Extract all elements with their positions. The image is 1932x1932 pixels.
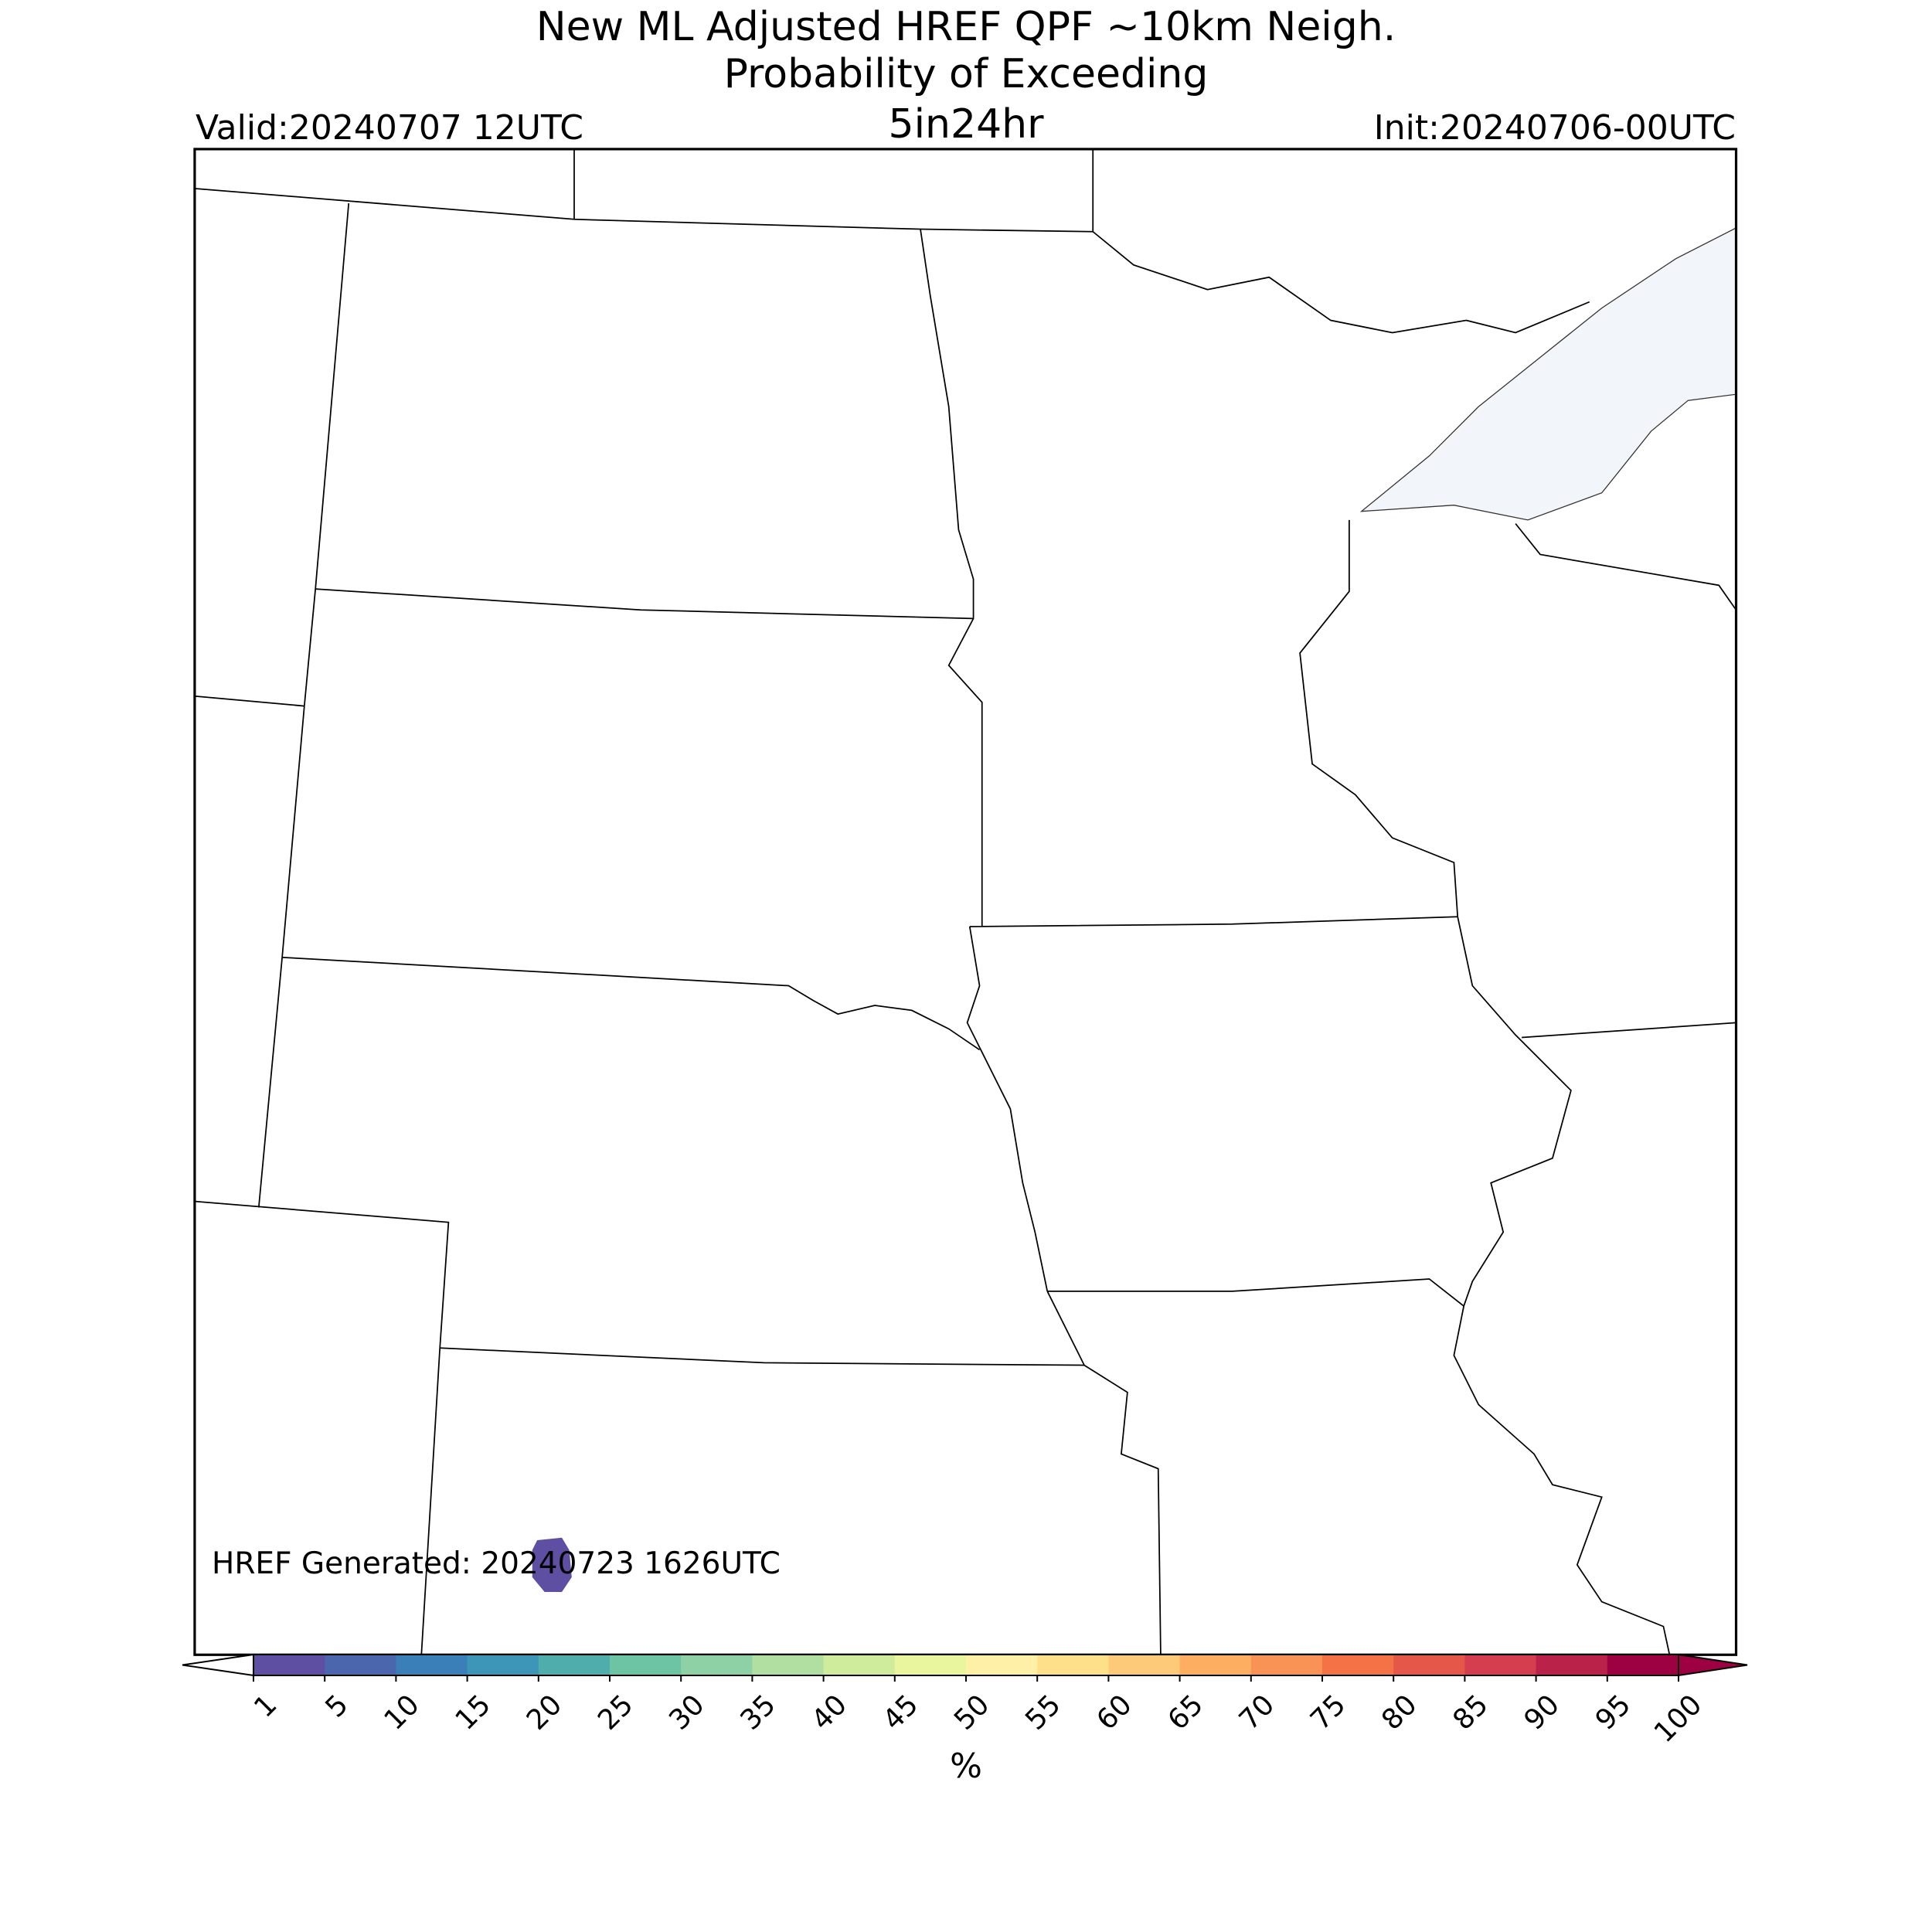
colorbar-extension-low <box>182 1653 254 1677</box>
colorbar-tick-label: 40 <box>806 1689 853 1736</box>
colorbar-tick-label: 25 <box>592 1689 639 1736</box>
colorbar-tick-label: 35 <box>734 1689 781 1736</box>
colorbar-segment <box>1322 1655 1394 1675</box>
colorbar-tick-label: 60 <box>1090 1689 1138 1736</box>
colorbar-segment <box>681 1655 753 1675</box>
colorbar-tick-label: 100 <box>1648 1689 1709 1749</box>
colorbar-segment <box>1393 1655 1465 1675</box>
colorbar-tick-label: 1 <box>248 1689 283 1723</box>
colorbar: 1 5 10 15 20 25 30 35 40 45 50 55 60 65 70 75 80 85 90 95 10… <box>182 1653 1748 1749</box>
colorbar-segment <box>325 1655 396 1675</box>
colorbar-segment <box>1037 1655 1109 1675</box>
init-time: Init:20240706-00UTC <box>1374 108 1736 148</box>
colorbar-tick-label: 80 <box>1376 1689 1423 1736</box>
title: New ML Adjusted HREF QPF ~10km Neigh. <box>536 4 1396 50</box>
colorbar-segment <box>467 1655 539 1675</box>
colorbar-extension-high <box>1678 1653 1748 1677</box>
colorbar-tick-label: 10 <box>378 1689 425 1736</box>
probability-area <box>532 1537 572 1592</box>
colorbar-tick-label: 95 <box>1590 1689 1637 1736</box>
colorbar-segment <box>538 1655 611 1675</box>
colorbar-segment <box>752 1655 825 1675</box>
threshold: 5in24hr <box>889 101 1045 148</box>
colorbar-segment <box>610 1655 682 1675</box>
colorbar-tick-label: 55 <box>1019 1689 1066 1736</box>
colorbar-segment <box>1179 1655 1252 1675</box>
colorbar-tick-label: 65 <box>1162 1689 1209 1736</box>
colorbar-tick-label: 90 <box>1519 1689 1566 1736</box>
colorbar-tick-label: 75 <box>1304 1689 1352 1736</box>
lake-superior <box>1359 226 1737 521</box>
colorbar-segment <box>894 1655 967 1675</box>
colorbar-tick-label: 85 <box>1447 1689 1494 1736</box>
colorbar-tick-label: 5 <box>319 1689 354 1723</box>
colorbar-tick-label: 45 <box>877 1689 924 1736</box>
colorbar-segment <box>1607 1655 1679 1675</box>
colorbar-tick-label: 15 <box>450 1689 497 1736</box>
colorbar-segment <box>1250 1655 1323 1675</box>
colorbar-segment <box>823 1655 896 1675</box>
colorbar-label: % <box>950 1747 982 1786</box>
colorbar-tick-label: 20 <box>521 1689 568 1736</box>
colorbar-tick-label: 50 <box>948 1689 995 1736</box>
colorbar-segment <box>966 1655 1038 1675</box>
colorbar-tick-label: 70 <box>1233 1689 1281 1736</box>
colorbar-segment <box>396 1655 468 1675</box>
generated-note: HREF Generated: 20240723 1626UTC <box>212 1546 781 1581</box>
map <box>193 148 1738 1656</box>
colorbar-segment <box>1536 1655 1608 1675</box>
colorbar-segment <box>1464 1655 1537 1675</box>
valid-time: Valid:20240707 12UTC <box>196 108 583 148</box>
subtitle: Probability of Exceeding <box>724 51 1209 97</box>
colorbar-tick-label: 30 <box>663 1689 710 1736</box>
colorbar-segment <box>253 1655 325 1675</box>
colorbar-segment <box>1108 1655 1181 1675</box>
state-borders <box>194 148 1737 1655</box>
